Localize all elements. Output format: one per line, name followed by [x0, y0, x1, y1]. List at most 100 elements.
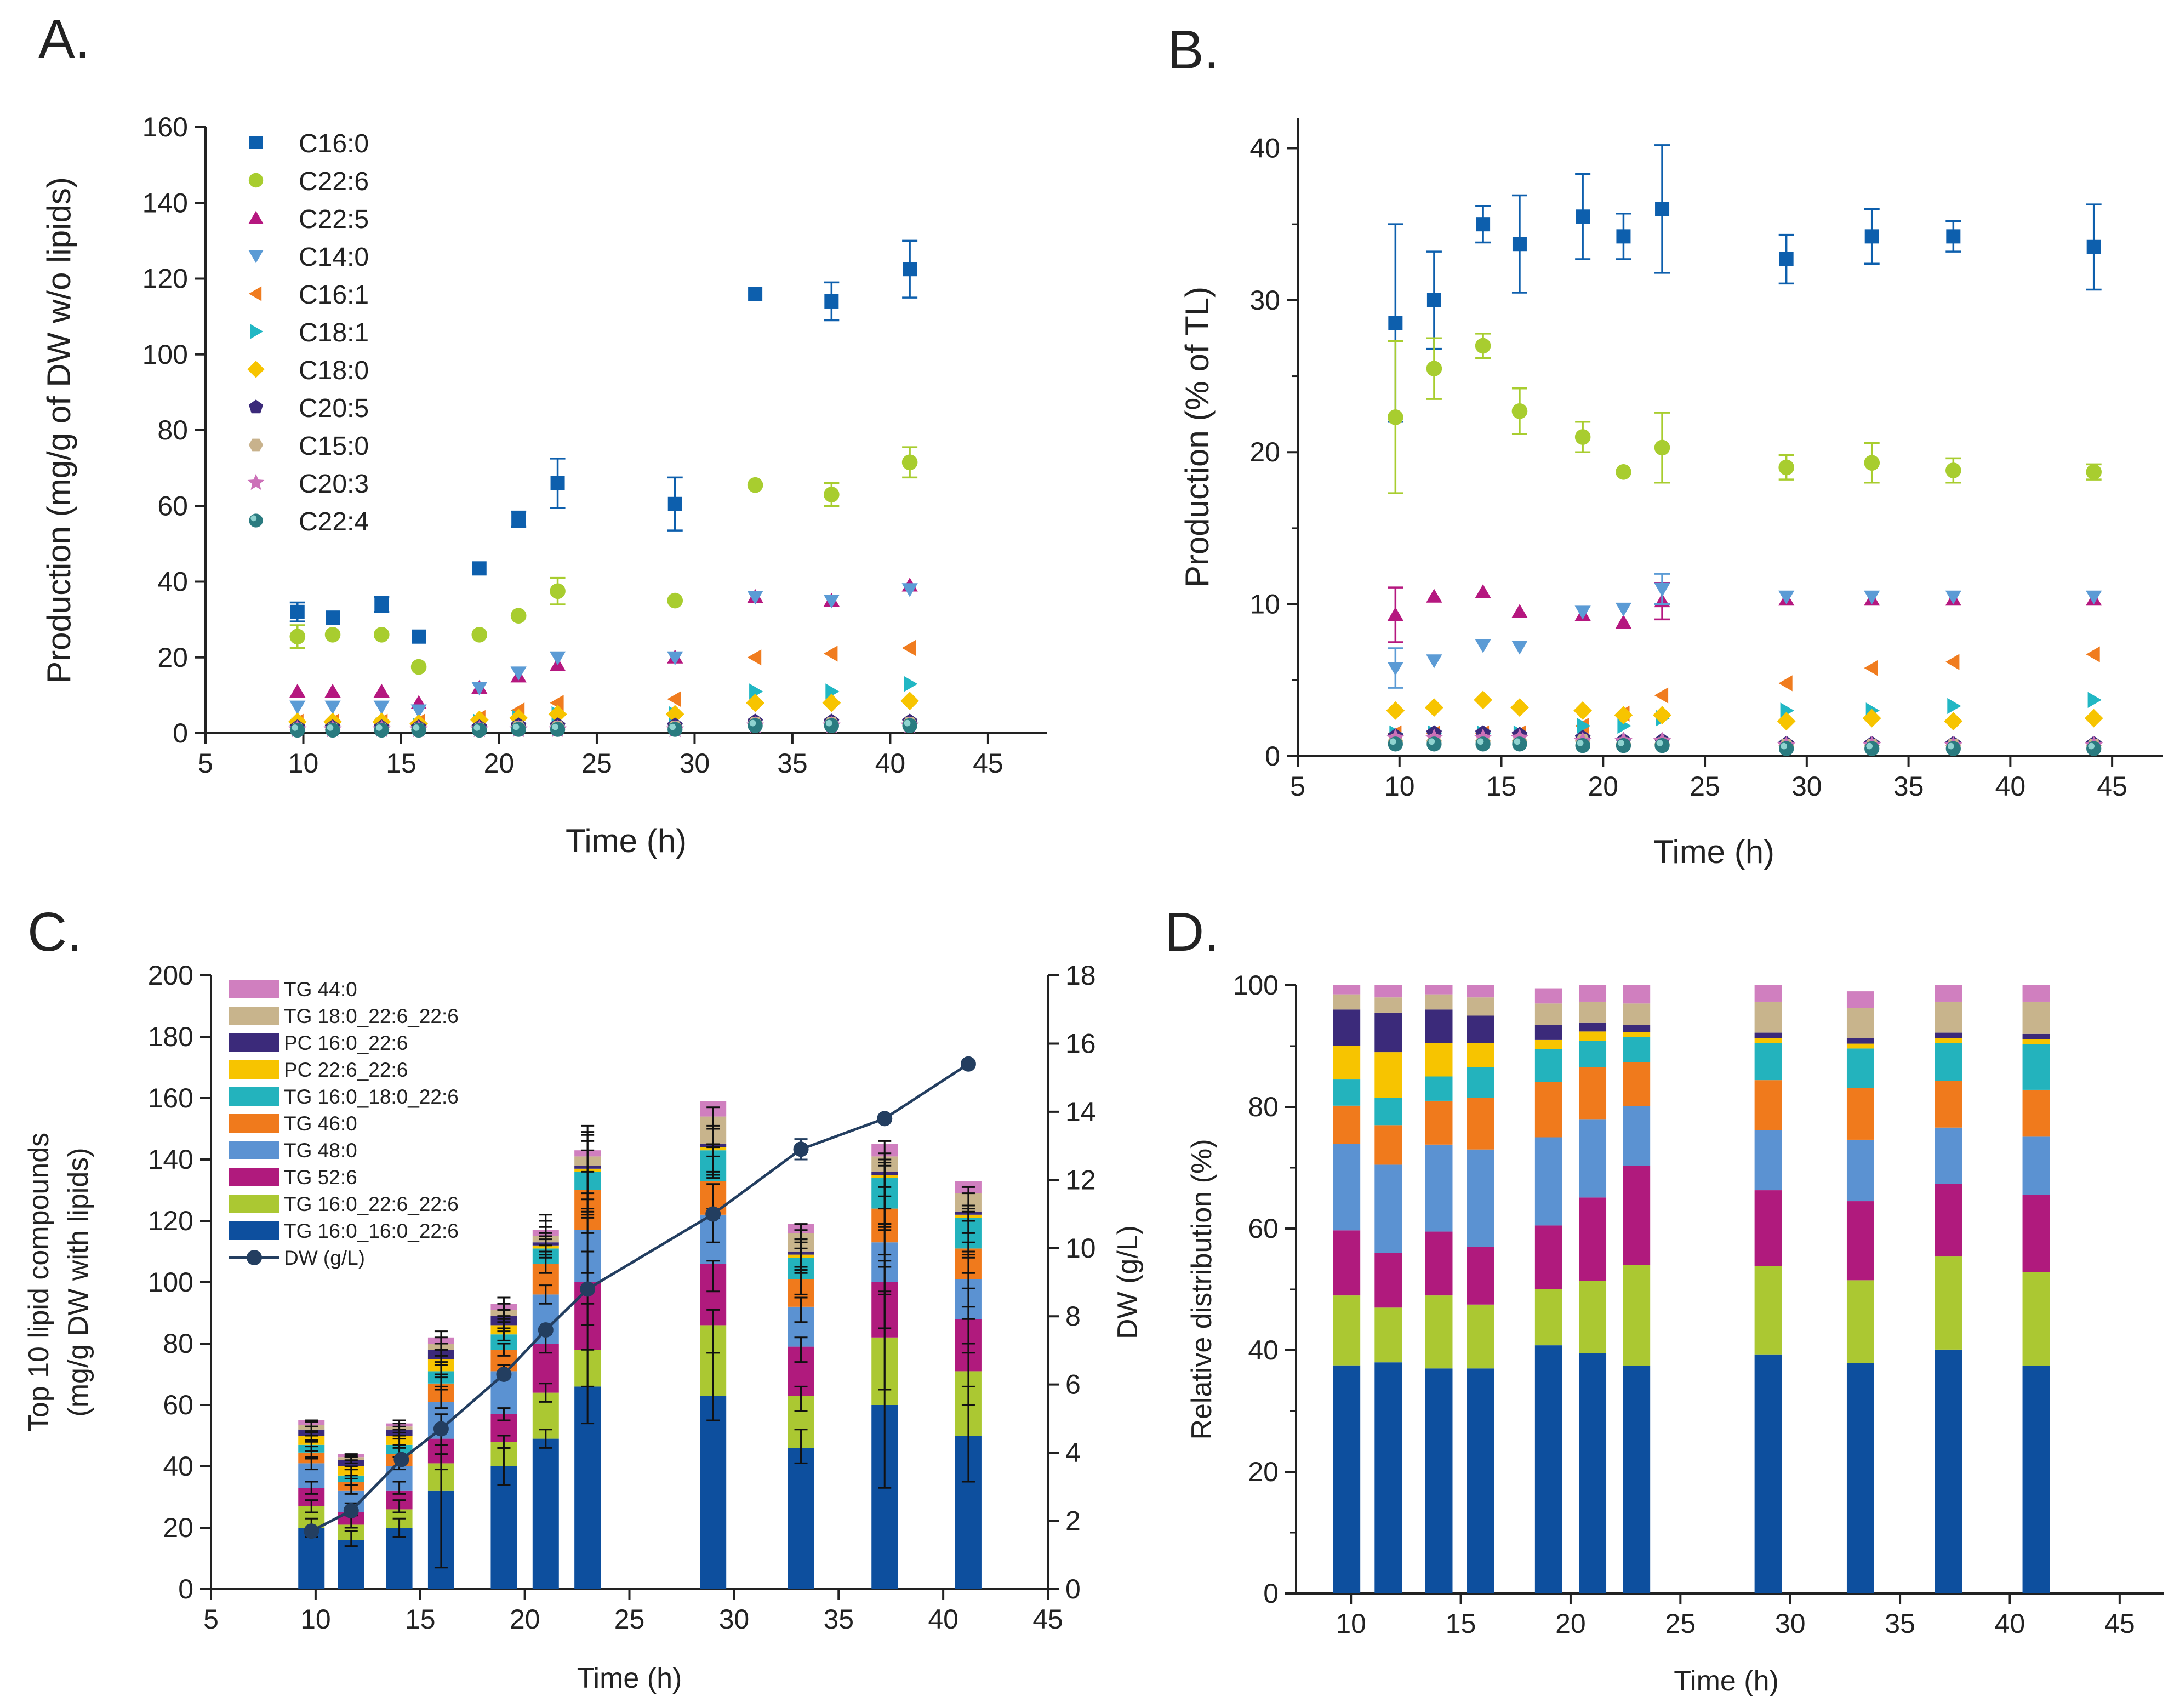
- panel-d-y-tick-label: 60: [1248, 1213, 1279, 1244]
- bar-segment-tg-16-0-16-0-22-6: [1374, 1362, 1402, 1593]
- bar-segment-tg-48-0: [1623, 1106, 1651, 1166]
- bar-segment-tg-16-0-16-0-22-6: [2022, 1366, 2050, 1593]
- data-point: [1654, 582, 1670, 597]
- legend-marker: [248, 210, 264, 224]
- data-point: [290, 604, 305, 619]
- panel-a-series-c14-0: [289, 583, 918, 718]
- bar-segment-tg-16-0-16-0-22-6: [386, 1528, 413, 1589]
- panel-c-y2-tick-label: 14: [1065, 1096, 1096, 1127]
- bar-segment-pc-22-6-22-6: [1623, 1032, 1651, 1037]
- data-point: [1864, 455, 1880, 471]
- bar-segment-pc-22-6-22-6: [1534, 1039, 1562, 1049]
- data-point: [374, 597, 389, 612]
- legend-swatch: [229, 1087, 279, 1106]
- bar-segment-pc-22-6-22-6: [2022, 1039, 2050, 1044]
- panel-a-x-tick-label: 40: [875, 748, 906, 779]
- data-point: [1945, 462, 1961, 478]
- bar-segment-pc-22-6-22-6: [1374, 1052, 1402, 1098]
- panel-a-x-tick-label: 30: [680, 748, 710, 779]
- bar-segment-tg-16-0-22-6-22-6: [1579, 1281, 1607, 1353]
- panel-d-x-tick-label: 35: [1885, 1608, 1915, 1639]
- legend-label: C16:1: [299, 281, 369, 310]
- panel-b-y-title: Production (% of TL): [1179, 287, 1216, 587]
- bar-segment-tg-16-0-22-6-22-6: [1754, 1266, 1782, 1355]
- panel-a-y-tick-label: 80: [157, 415, 188, 445]
- panel-c-x-tick-label: 45: [1032, 1604, 1063, 1635]
- data-point: [1575, 738, 1590, 753]
- dw-point: [793, 1141, 809, 1157]
- data-point: [289, 629, 306, 645]
- panel-c-y-tick-label: 60: [163, 1390, 193, 1420]
- panel-b-x-tick-label: 25: [1690, 771, 1720, 802]
- data-point: [1944, 712, 1963, 731]
- bar-segment-tg-46-0: [1623, 1062, 1651, 1106]
- bar-segment-pc-22-6-22-6: [1579, 1031, 1607, 1041]
- data-point: [902, 718, 917, 733]
- data-point: [324, 700, 341, 715]
- dw-point: [433, 1421, 449, 1437]
- legend-marker: [248, 250, 264, 264]
- legend-swatch: [229, 980, 279, 998]
- legend-marker: [249, 513, 263, 528]
- dw-point: [343, 1503, 359, 1518]
- legend-label: TG 44:0: [284, 978, 357, 1001]
- bar-segment-pc-16-0-22-6: [1754, 1032, 1782, 1038]
- bar-segment-tg-16-0-18-0-22-6: [1534, 1049, 1562, 1082]
- panel-c-x-tick-label: 15: [405, 1604, 436, 1635]
- data-point: [747, 477, 763, 493]
- bar-segment-tg-16-0-18-0-22-6: [1846, 1048, 1874, 1088]
- panel-c-y2-tick-label: 16: [1065, 1028, 1096, 1059]
- data-point: [822, 693, 841, 712]
- panel-c-dw-series: [304, 1056, 976, 1539]
- panel-c-y2-tick-label: 8: [1065, 1301, 1081, 1332]
- data-point: [289, 700, 306, 715]
- legend-label: C18:0: [299, 356, 369, 385]
- bar-segment-tg-46-0: [1333, 1105, 1361, 1144]
- bar-segment-tg-48-0: [1579, 1119, 1607, 1198]
- data-point: [1616, 229, 1631, 244]
- data-point: [510, 608, 527, 624]
- legend-label: C18:1: [299, 318, 369, 347]
- panel-a-x-tick-label: 25: [581, 748, 612, 779]
- legend-label: C20:3: [299, 470, 369, 499]
- data-point: [548, 705, 567, 724]
- panel-c-y2-tick-label: 6: [1065, 1369, 1081, 1400]
- data-point: [665, 705, 684, 724]
- dw-point: [496, 1367, 512, 1382]
- legend-label: C14:0: [299, 243, 369, 272]
- bar-segment-pc-22-6-22-6: [1846, 1043, 1874, 1049]
- panel-b-x-tick-label: 30: [1791, 771, 1822, 802]
- panel-a-y-tick-label: 100: [142, 339, 188, 370]
- data-point: [1614, 706, 1633, 724]
- data-point: [1425, 698, 1443, 717]
- data-point: [1475, 584, 1491, 598]
- panel-a-x-tick-label: 35: [777, 748, 808, 779]
- panel-b-y-tick-label: 40: [1249, 133, 1280, 163]
- data-point: [903, 262, 917, 277]
- data-point: [1864, 590, 1880, 605]
- data-point: [1616, 464, 1631, 480]
- bar-segment-tg-44-0: [1467, 985, 1494, 998]
- data-point: [1510, 698, 1529, 717]
- dw-point: [393, 1452, 409, 1467]
- data-point: [1574, 605, 1591, 620]
- panel-b-x-tick-label: 15: [1486, 771, 1517, 802]
- legend-swatch: [229, 1114, 279, 1133]
- data-point: [901, 454, 918, 471]
- panel-b-x-tick-label: 40: [1995, 771, 2026, 802]
- panel-d-y-tick-label: 40: [1248, 1335, 1279, 1366]
- panel-b-y-tick-label: 30: [1249, 285, 1280, 316]
- panel-a-y-tick-label: 160: [142, 112, 188, 142]
- bar-segment-tg-16-0-18-0-22-6: [1425, 1076, 1453, 1101]
- bar-segment-tg-44-0: [2022, 985, 2050, 1002]
- panel-c-y-tick-label: 200: [148, 960, 193, 991]
- bar-segment-tg-16-0-16-0-22-6: [1754, 1354, 1782, 1593]
- data-point: [1778, 675, 1793, 692]
- panel-d-y-title: Relative distribution (%): [1186, 1139, 1218, 1439]
- data-point: [1616, 738, 1631, 753]
- panel-c-x-tick-label: 20: [510, 1604, 540, 1635]
- data-point: [1475, 639, 1491, 653]
- dw-point: [960, 1056, 976, 1072]
- panel-b-y-tick-label: 20: [1249, 437, 1280, 467]
